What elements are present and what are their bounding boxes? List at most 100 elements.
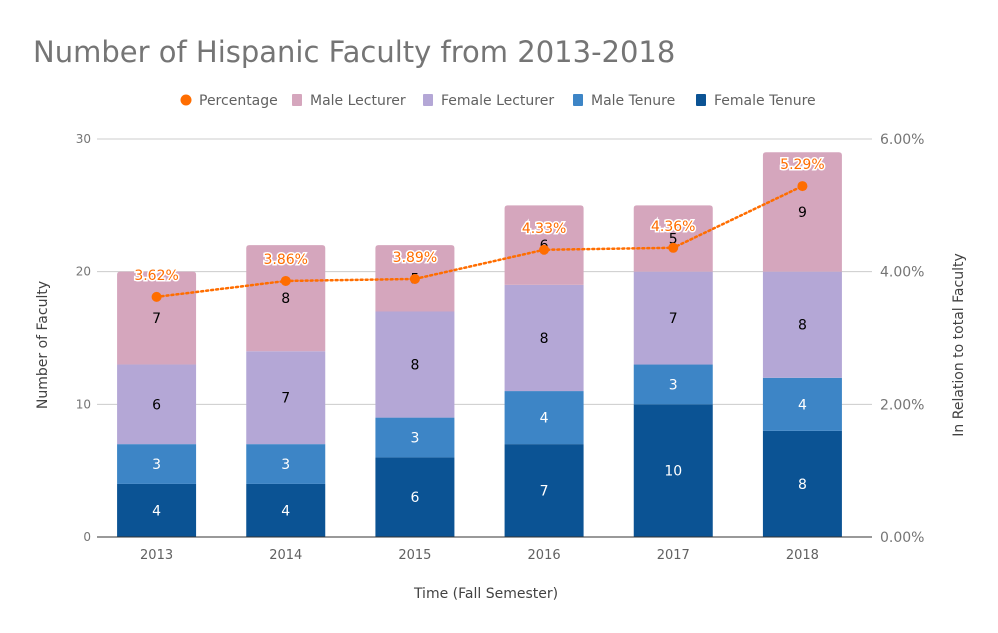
- bar-female-lecturer: [246, 351, 326, 445]
- legend-label: Female Lecturer: [441, 93, 554, 109]
- bar-value-label: 3: [410, 431, 419, 447]
- percentage-point: [539, 244, 550, 255]
- bar-male-tenure: [504, 391, 584, 445]
- bar-stack-2016: 7486: [504, 205, 584, 537]
- y2-tick-label: 2.00%: [880, 397, 924, 413]
- bar-value-label: 8: [798, 318, 807, 334]
- bar-value-label: 8: [798, 477, 807, 493]
- bar-value-label: 10: [664, 464, 682, 480]
- bar-female-lecturer: [375, 311, 455, 418]
- axes: 0 10 20 30 0.00% 2.00% 4.00% 6.00% 2013 2014 2015 2…: [76, 132, 925, 563]
- x-tick-label: 2017: [657, 548, 690, 563]
- legend-marker: [180, 94, 192, 106]
- bar-female-tenure: [375, 457, 455, 537]
- y-tick-label: 20: [76, 265, 91, 279]
- bar-female-tenure: [762, 430, 842, 537]
- y2-tick-label: 6.00%: [880, 132, 924, 148]
- bar-value-label: 4: [798, 397, 807, 413]
- bar-value-label: 8: [540, 331, 549, 347]
- bar-value-label: 8: [281, 291, 290, 307]
- bar-male-lecturer: [246, 245, 326, 352]
- percentage-line-path: [155, 184, 804, 299]
- bar-male-lecturer: [633, 205, 713, 272]
- bar-stack-2015: 6385: [375, 245, 455, 537]
- percentage-label: 5.29%: [780, 157, 824, 173]
- legend-marker: [696, 94, 706, 106]
- bar-female-lecturer: [633, 271, 713, 365]
- legend-label: Male Tenure: [591, 93, 675, 109]
- bar-value-label: 7: [540, 484, 549, 500]
- bar-stack-2017: 10 3 7 5: [633, 205, 713, 537]
- bar-value-label: 6: [410, 490, 419, 506]
- percentage-point: [668, 242, 679, 253]
- bar-female-lecturer: [762, 271, 842, 378]
- bar-value-label: 4: [152, 503, 161, 519]
- bar-value-label: 4: [281, 503, 290, 519]
- legend-item-male-tenure: Male Tenure: [573, 93, 675, 109]
- bar-value-label: 7: [669, 311, 678, 327]
- percentage-label: 3.62%: [134, 268, 178, 284]
- x-axis-title: Time (Fall Semester): [413, 586, 558, 602]
- percentage-point: [409, 273, 420, 284]
- y-tick-label: 30: [76, 132, 91, 146]
- legend: Percentage Male Lecturer Female Lecturer Ma…: [180, 93, 816, 109]
- legend-item-male-lecturer: Male Lecturer: [292, 93, 406, 109]
- bar-value-label: 3: [281, 457, 290, 473]
- bar-stack-2014: 4 3 7 8: [246, 245, 326, 537]
- percentage-point: [797, 181, 808, 192]
- bar-female-tenure: [246, 483, 326, 537]
- legend-marker: [573, 94, 583, 106]
- bar-male-tenure: [246, 444, 326, 484]
- legend-label: Female Tenure: [714, 93, 816, 109]
- bar-female-lecturer: [504, 284, 584, 392]
- legend-item-female-tenure: Female Tenure: [696, 93, 816, 109]
- bar-value-label: 7: [152, 311, 161, 327]
- bars: 4367437863857486103758489: [117, 152, 842, 537]
- bar-value-label: 6: [152, 397, 161, 413]
- y2-tick-label: 4.00%: [880, 265, 924, 281]
- bar-male-tenure: [117, 444, 197, 484]
- bar-male-tenure: [633, 364, 713, 405]
- y-tick-label: 10: [76, 397, 91, 411]
- y-axis-title: Number of Faculty: [35, 281, 51, 409]
- bar-value-label: 5: [669, 232, 678, 248]
- bar-female-lecturer: [117, 364, 197, 445]
- x-tick-label: 2013: [140, 548, 173, 563]
- bar-male-tenure: [375, 417, 455, 458]
- x-tick-label: 2014: [269, 548, 302, 563]
- bar-female-tenure: [504, 444, 584, 537]
- bar-male-tenure: [762, 377, 842, 431]
- legend-label: Percentage: [199, 93, 278, 109]
- bar-stack-2013: 4 3 6 7: [117, 271, 197, 537]
- legend-label: Male Lecturer: [310, 93, 406, 109]
- chart-title: Number of Hispanic Faculty from 2013-201…: [33, 35, 675, 69]
- bar-value-label: 9: [798, 205, 807, 221]
- percentage-point: [151, 291, 162, 302]
- legend-marker: [423, 94, 433, 106]
- bar-value-label: 7: [281, 391, 290, 407]
- legend-marker: [292, 94, 302, 106]
- x-tick-label: 2016: [528, 548, 561, 563]
- percentage-label: 3.89%: [393, 250, 437, 266]
- percentage-label: 4.36%: [651, 219, 695, 235]
- bar-male-lecturer: [762, 152, 842, 272]
- bar-stack-2018: 8 4 8 9: [762, 152, 842, 537]
- gridlines: [97, 138, 872, 405]
- y-tick-label: 0: [83, 530, 91, 544]
- bar-female-tenure: [117, 483, 197, 537]
- bar-value-label: 3: [152, 457, 161, 473]
- percentage-line: 3.62% 3.86% 3.89% 4.33% 4.36% 5.29%: [133, 156, 826, 302]
- y2-axis-title: In Relation to total Faculty: [951, 253, 967, 436]
- x-tick-label: 2015: [398, 548, 431, 563]
- legend-item-female-lecturer: Female Lecturer: [423, 93, 554, 109]
- bar-value-label: 8: [410, 358, 419, 374]
- y2-tick-label: 0.00%: [880, 530, 924, 546]
- bar-value-label: 3: [669, 377, 678, 393]
- x-tick-label: 2018: [786, 548, 819, 563]
- bar-female-tenure: [633, 404, 713, 537]
- percentage-label: 3.86%: [264, 252, 308, 268]
- percentage-point: [280, 275, 291, 286]
- percentage-label: 4.33%: [522, 221, 566, 237]
- bar-value-label: 4: [540, 411, 549, 427]
